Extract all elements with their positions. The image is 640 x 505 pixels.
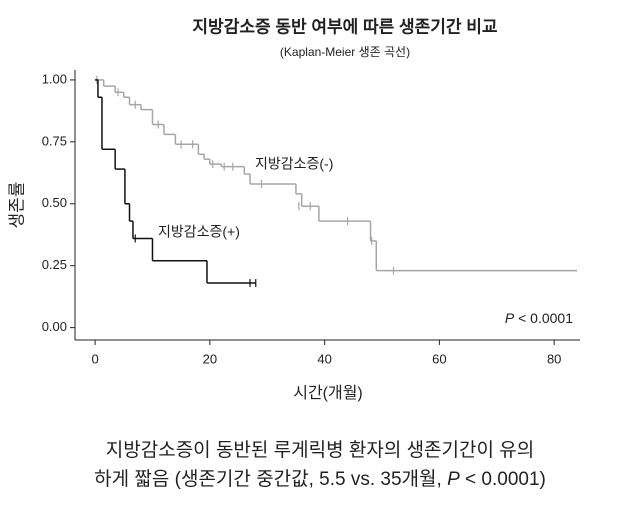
caption-part: < 0.0001) (460, 469, 546, 490)
caption-line: 하게 짧음 (생존기간 중간값, 5.5 vs. 35개월, P < 0.000… (94, 468, 546, 490)
p-symbol: P (505, 310, 515, 326)
x-tick-label: 60 (432, 351, 446, 366)
x-tick-label: 40 (317, 351, 331, 366)
chart-subtitle: (Kaplan-Meier 생존 곡선) (280, 45, 410, 59)
series-label: 지방감소증(-) (255, 156, 333, 172)
y-tick-label: 0.00 (42, 319, 67, 334)
x-axis-label: 시간(개월) (293, 384, 363, 402)
x-tick-label: 80 (547, 351, 561, 366)
caption-part: P (447, 469, 460, 490)
caption-part: 하게 짧음 (생존기간 중간값, 5.5 vs. 35개월, (94, 468, 447, 490)
y-tick-label: 0.75 (42, 133, 67, 148)
caption-line: 지방감소증이 동반된 루게릭병 환자의 생존기간이 유의 (106, 439, 534, 461)
y-tick-label: 1.00 (42, 71, 67, 86)
y-tick-label: 0.25 (42, 257, 67, 272)
y-tick-label: 0.50 (42, 195, 67, 210)
y-axis-label: 생존률 (7, 182, 26, 229)
p-annotation: P < 0.0001 (505, 310, 573, 326)
series-label: 지방감소증(+) (158, 224, 240, 240)
x-tick-label: 20 (203, 351, 217, 366)
x-tick-label: 0 (91, 351, 98, 366)
chart-title: 지방감소증 동반 여부에 따른 생존기간 비교 (192, 17, 497, 36)
p-value: < 0.0001 (518, 310, 573, 326)
